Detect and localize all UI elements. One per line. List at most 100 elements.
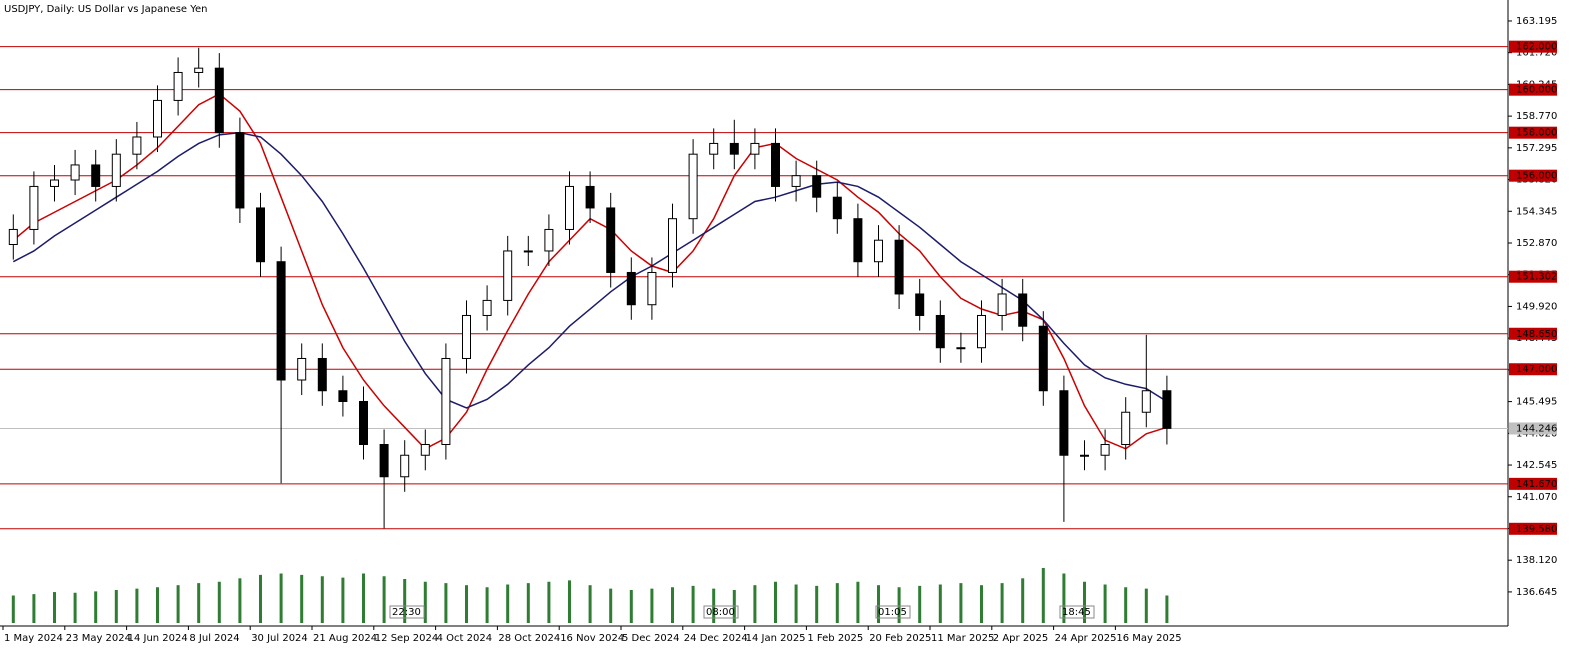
volume-bar [1165,595,1169,623]
candle-body [688,153,698,220]
y-tick-label: 157.295 [1516,143,1557,154]
x-tick-label: 14 Jun 2024 [128,633,188,644]
annotation: 22:30 [392,607,421,618]
volume-bar [1083,581,1086,623]
level-label: 158.000 [1516,128,1557,139]
candle-body [709,142,719,155]
candle-body [894,239,904,295]
level-label-box [1509,363,1557,376]
level-label-box [1509,169,1557,182]
level-label-box [1509,477,1557,490]
level-label: 147.000 [1516,364,1557,375]
volume-bar [444,583,448,623]
candle-body [750,142,760,155]
x-tick-label: 14 Jan 2025 [746,633,806,644]
volume-bar [609,588,613,623]
candle-body [997,293,1007,316]
y-tick-label: 163.195 [1516,16,1557,27]
volume-bar [629,590,633,623]
candle-body [874,239,883,263]
x-tick-label: 30 Jul 2024 [251,633,308,644]
annotation-box [875,605,911,619]
current-price-label: 144.246 [1516,423,1557,434]
candle-body [544,228,554,252]
volume-bar [1062,573,1066,623]
candle-body [606,207,616,273]
volume-bar [197,583,201,623]
x-tick-label: 24 Apr 2025 [1055,633,1117,644]
y-tick-label: 161.720 [1516,48,1557,59]
level-label-box [1509,126,1557,139]
volume-bar [938,584,942,623]
volume-bar [259,574,262,623]
level-label-box [1509,83,1557,96]
volume-bar [94,591,98,623]
level-label: 148.650 [1516,329,1557,340]
volume-bar [423,581,427,623]
x-tick-label: 5 Dec 2024 [622,633,680,644]
candle-body [297,357,307,381]
volume-bar [485,587,489,623]
volume-bar [362,573,365,623]
candle-body [729,142,739,155]
x-tick-label: 24 Dec 2024 [684,633,748,644]
volume-bar [341,577,345,623]
level-label: 156.000 [1516,171,1557,182]
candle-body [832,196,842,220]
volume-bar [382,576,386,623]
candle-body [626,271,636,306]
annotation: 08:00 [706,607,735,618]
volume-bar [877,585,880,623]
candle-body [462,314,471,359]
candle-body [812,175,822,198]
annotation: 18:45 [1062,607,1091,618]
candle-body [194,67,204,73]
y-tick-label: 149.920 [1516,301,1557,312]
x-tick-label: 12 Sep 2024 [375,633,438,644]
annotation: 01:05 [878,607,907,618]
volume-bar [135,588,139,623]
candle-body [111,153,121,187]
candle-body [173,71,183,101]
candle-body [503,250,513,301]
volume-bar [320,576,324,623]
volume-bar [959,583,963,623]
level-label: 162.000 [1516,42,1557,53]
volume-bar [53,592,56,623]
volume-bar [526,583,530,623]
volume-bar [1103,584,1107,623]
candle-body [935,314,945,349]
volume-bar [300,574,304,623]
level-label: 151.302 [1516,272,1557,283]
candle-body [132,136,142,155]
x-tick-label: 28 Oct 2024 [498,633,560,644]
candle-body [50,179,59,187]
volume-bar [465,585,468,623]
annotation-box [703,605,739,619]
level-label-box [1509,327,1557,340]
candle-body [977,314,986,349]
y-tick-label: 158.770 [1516,111,1557,122]
candle-body [482,299,492,316]
volume-bar [568,580,571,623]
candle-body [70,164,80,181]
x-tick-label: 1 May 2024 [4,633,63,644]
level-label-box [1509,522,1557,535]
volume-bar [691,585,695,623]
candle-body [1018,293,1028,327]
candle-body [565,185,574,230]
volume-bar [506,584,510,623]
volume-bar [1144,588,1148,623]
candle-body [1059,390,1069,456]
candle-body [1100,444,1110,456]
candle-body [771,142,780,187]
volume-bar [753,585,757,623]
candle-body [1080,454,1089,457]
candle-body [214,67,224,134]
y-tick-label: 145.495 [1516,397,1557,408]
candle-body [29,185,39,230]
volume-bar [671,587,674,623]
candle-body [91,164,101,187]
current-price-box [1509,422,1557,435]
candle-body [1038,325,1048,392]
